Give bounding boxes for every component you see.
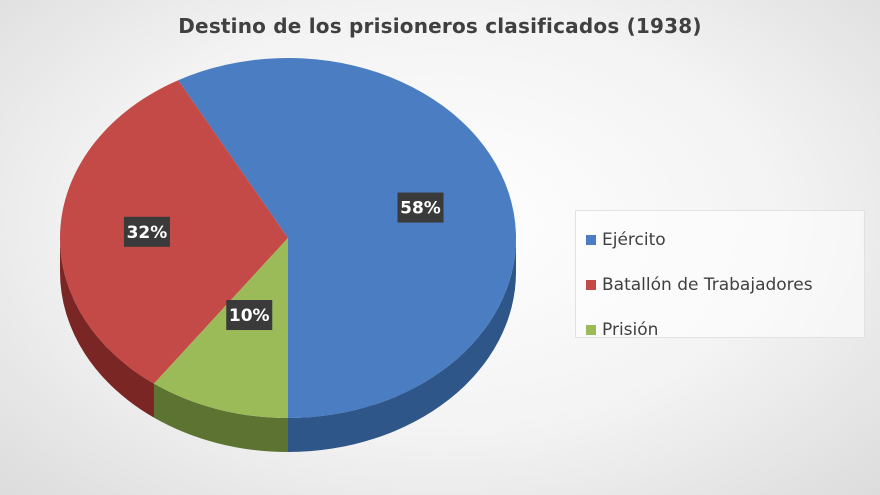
pie-slices — [59, 58, 516, 419]
legend-item-prision: Prisión — [586, 307, 864, 352]
data-label-text: 32% — [127, 223, 168, 243]
data-label-slice-prision: 10% — [226, 300, 273, 331]
legend-swatch — [586, 324, 596, 335]
slice-ejercito — [178, 58, 516, 419]
legend: Ejército Batallón de Trabajadores Prisió… — [575, 210, 865, 340]
slice-prision — [153, 238, 288, 418]
legend-label: Batallón de Trabajadores — [602, 274, 813, 295]
legend-label: Ejército — [602, 229, 666, 250]
pie-sides — [59, 238, 516, 452]
legend-label: Prisión — [602, 319, 659, 340]
chart-title: Destino de los prisioneros clasificados … — [178, 14, 702, 38]
data-label-background — [397, 192, 444, 223]
data-label-slice-batallon: 32% — [123, 216, 170, 247]
legend-item-ejercito: Ejército — [586, 217, 864, 262]
data-label-background — [123, 216, 170, 247]
slice-prision-side — [153, 383, 288, 452]
data-label-text: 58% — [400, 199, 441, 219]
legend-swatch — [586, 279, 596, 290]
pie-data-labels: 58% 32% 10% — [123, 192, 444, 331]
legend-swatch — [586, 234, 596, 245]
data-label-slice-ejercito: 58% — [397, 192, 444, 223]
legend-item-batallon: Batallón de Trabajadores — [586, 262, 864, 307]
slice-batallon — [59, 80, 289, 384]
data-label-text: 10% — [229, 306, 270, 326]
data-label-background — [226, 300, 273, 331]
slice-batallon-side — [59, 238, 154, 418]
slice-ejercito-side — [288, 238, 516, 452]
